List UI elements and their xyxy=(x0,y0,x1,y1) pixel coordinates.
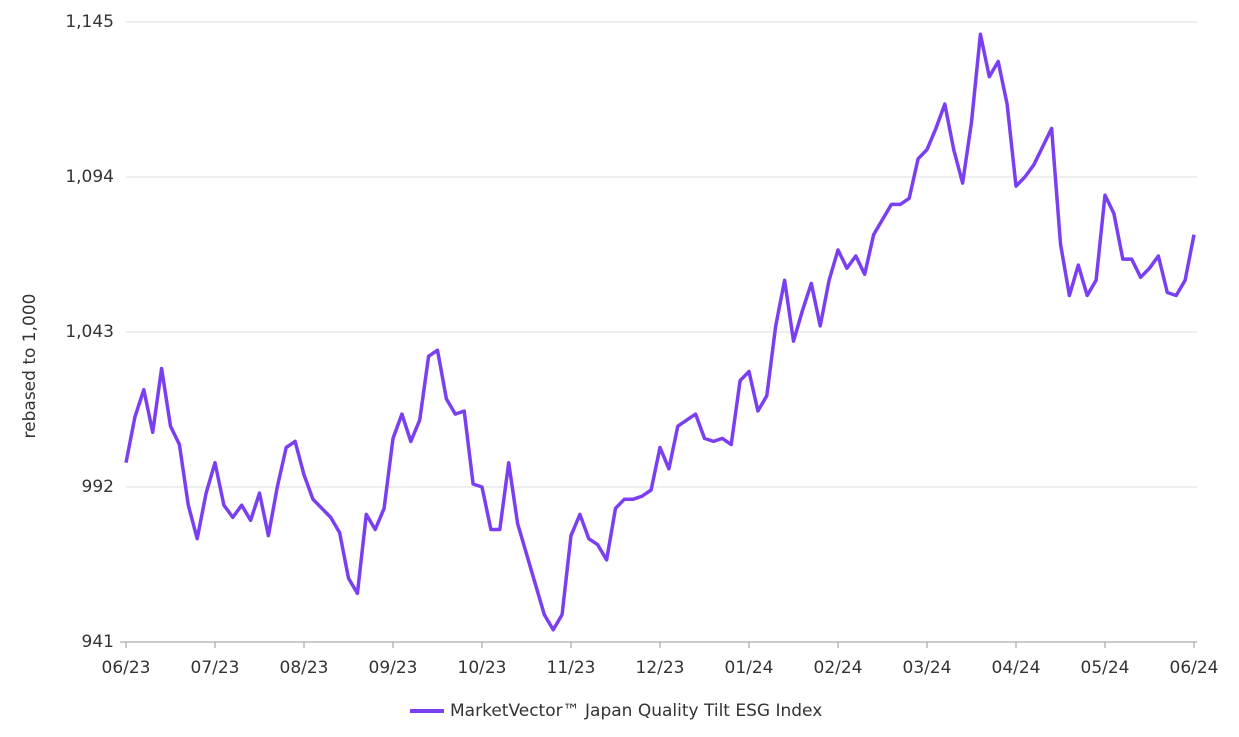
data-line xyxy=(124,32,1196,632)
y-axis-label: rebased to 1,000 xyxy=(20,294,40,439)
x-tick-label: 06/24 xyxy=(1170,658,1219,678)
x-tick-label: 10/23 xyxy=(458,658,507,678)
y-tick-label: 941 xyxy=(82,632,114,652)
y-tick-label: 1,043 xyxy=(65,322,114,342)
x-tick-label: 03/24 xyxy=(903,658,952,678)
y-tick-label: 1,094 xyxy=(65,167,114,187)
x-tick-label: 04/24 xyxy=(992,658,1041,678)
x-tick-label: 09/23 xyxy=(369,658,418,678)
x-tick-label: 01/24 xyxy=(725,658,774,678)
y-tick-label: 1,145 xyxy=(65,12,114,32)
x-tick-label: 07/23 xyxy=(191,658,240,678)
x-tick-label: 05/24 xyxy=(1081,658,1130,678)
x-tick-label: 12/23 xyxy=(636,658,685,678)
x-tick-label: 08/23 xyxy=(280,658,329,678)
legend-label: MarketVector™ Japan Quality Tilt ESG Ind… xyxy=(450,701,822,721)
y-tick-label: 992 xyxy=(82,477,114,497)
x-tick-label: 06/23 xyxy=(102,658,151,678)
x-tick-label: 11/23 xyxy=(547,658,596,678)
x-tick-label: 02/24 xyxy=(814,658,863,678)
